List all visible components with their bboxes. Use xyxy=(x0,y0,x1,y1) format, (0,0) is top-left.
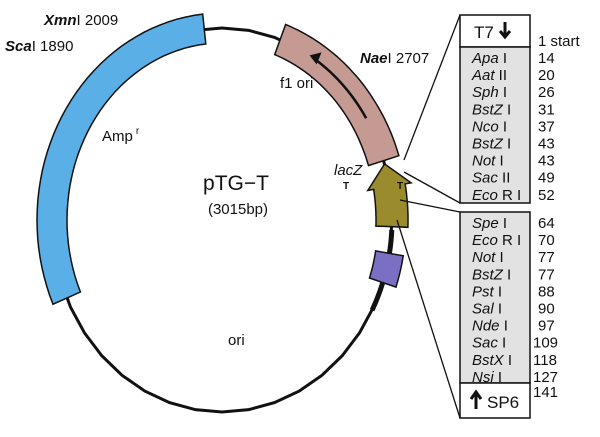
enzyme-site: Not I xyxy=(472,249,504,266)
enzyme-site: Nsi I xyxy=(472,369,502,386)
enzyme-site: BstZ I xyxy=(472,136,511,153)
terminator-label: T xyxy=(343,181,349,192)
enzyme-site: Nde I xyxy=(472,318,508,335)
site-position: 127 xyxy=(533,369,558,386)
enzyme-site: Sac I xyxy=(472,335,506,352)
enzyme-site: Sac II xyxy=(472,170,510,187)
enzyme-site: Eco R I xyxy=(472,232,521,249)
site-scai: ScaI 1890 xyxy=(5,38,73,55)
enzyme-site: BstZ I xyxy=(472,101,511,118)
f1-ori-region xyxy=(273,23,400,167)
lacz-gene-arrow xyxy=(366,162,413,229)
enzyme-site: BstZ I xyxy=(472,266,511,283)
site-position: 49 xyxy=(538,170,555,187)
direction-arrow-icon xyxy=(313,57,368,119)
arrowhead-icon xyxy=(309,52,322,65)
sp6-label: SP6 xyxy=(487,393,519,412)
site-position: 26 xyxy=(538,84,555,101)
site-position: 109 xyxy=(533,335,558,352)
lacz-label: lacZ xyxy=(334,162,363,179)
ori-label: ori xyxy=(228,332,245,349)
enzyme-site: Sph I xyxy=(472,84,507,101)
site-position: 14 xyxy=(538,50,555,67)
amp-resistance-gene xyxy=(36,13,207,306)
site-position: 88 xyxy=(538,283,555,300)
connector-line xyxy=(403,171,461,204)
enzyme-site: Eco R I xyxy=(472,187,521,204)
amp-label: Amp r xyxy=(102,126,140,145)
site-position: 20 xyxy=(538,67,555,84)
t7-position: 1 start xyxy=(538,33,581,50)
plasmid-size: (3015bp) xyxy=(208,201,268,218)
site-position: 70 xyxy=(538,232,555,249)
site-position: 118 xyxy=(533,352,557,369)
site-naei: NaeI 2707 xyxy=(360,50,429,67)
site-xmni: XmnI 2009 xyxy=(43,12,118,29)
connector-line xyxy=(396,219,461,419)
site-position: 43 xyxy=(538,136,555,153)
enzyme-site: Not I xyxy=(472,153,504,170)
enzyme-site: Nco I xyxy=(472,118,507,135)
enzyme-site: Sal I xyxy=(472,301,502,318)
site-position: 90 xyxy=(538,301,555,318)
site-position: 43 xyxy=(538,153,555,170)
enzyme-site: Pst I xyxy=(472,283,502,300)
connector-line xyxy=(403,14,461,161)
enzyme-site: Aat II xyxy=(471,67,507,84)
mcs-group-1 xyxy=(459,46,531,204)
enzyme-site: BstX I xyxy=(472,352,512,369)
t7-label: T7 xyxy=(474,23,494,42)
t7-box xyxy=(459,14,531,48)
plasmid-name: pTG−T xyxy=(203,172,269,195)
site-position: 97 xyxy=(538,318,555,335)
site-position: 52 xyxy=(538,187,555,204)
enzyme-site: Spe I xyxy=(472,215,507,232)
site-position: 77 xyxy=(538,266,555,283)
sp6-position: 141 xyxy=(533,384,558,401)
mcs-box xyxy=(368,250,405,289)
terminator-label: T xyxy=(397,181,403,192)
arrow-down-icon xyxy=(498,22,512,40)
mcs-group-2 xyxy=(459,211,531,384)
site-position: 37 xyxy=(538,118,555,135)
site-position: 77 xyxy=(538,249,555,266)
enzyme-site: Apa I xyxy=(471,50,507,67)
site-position: 31 xyxy=(538,101,555,118)
sp6-box xyxy=(459,382,531,419)
site-position: 64 xyxy=(538,215,555,232)
f1-ori-label: f1 ori xyxy=(280,75,313,92)
connector-line xyxy=(399,199,461,213)
arrow-up-icon xyxy=(469,389,483,409)
